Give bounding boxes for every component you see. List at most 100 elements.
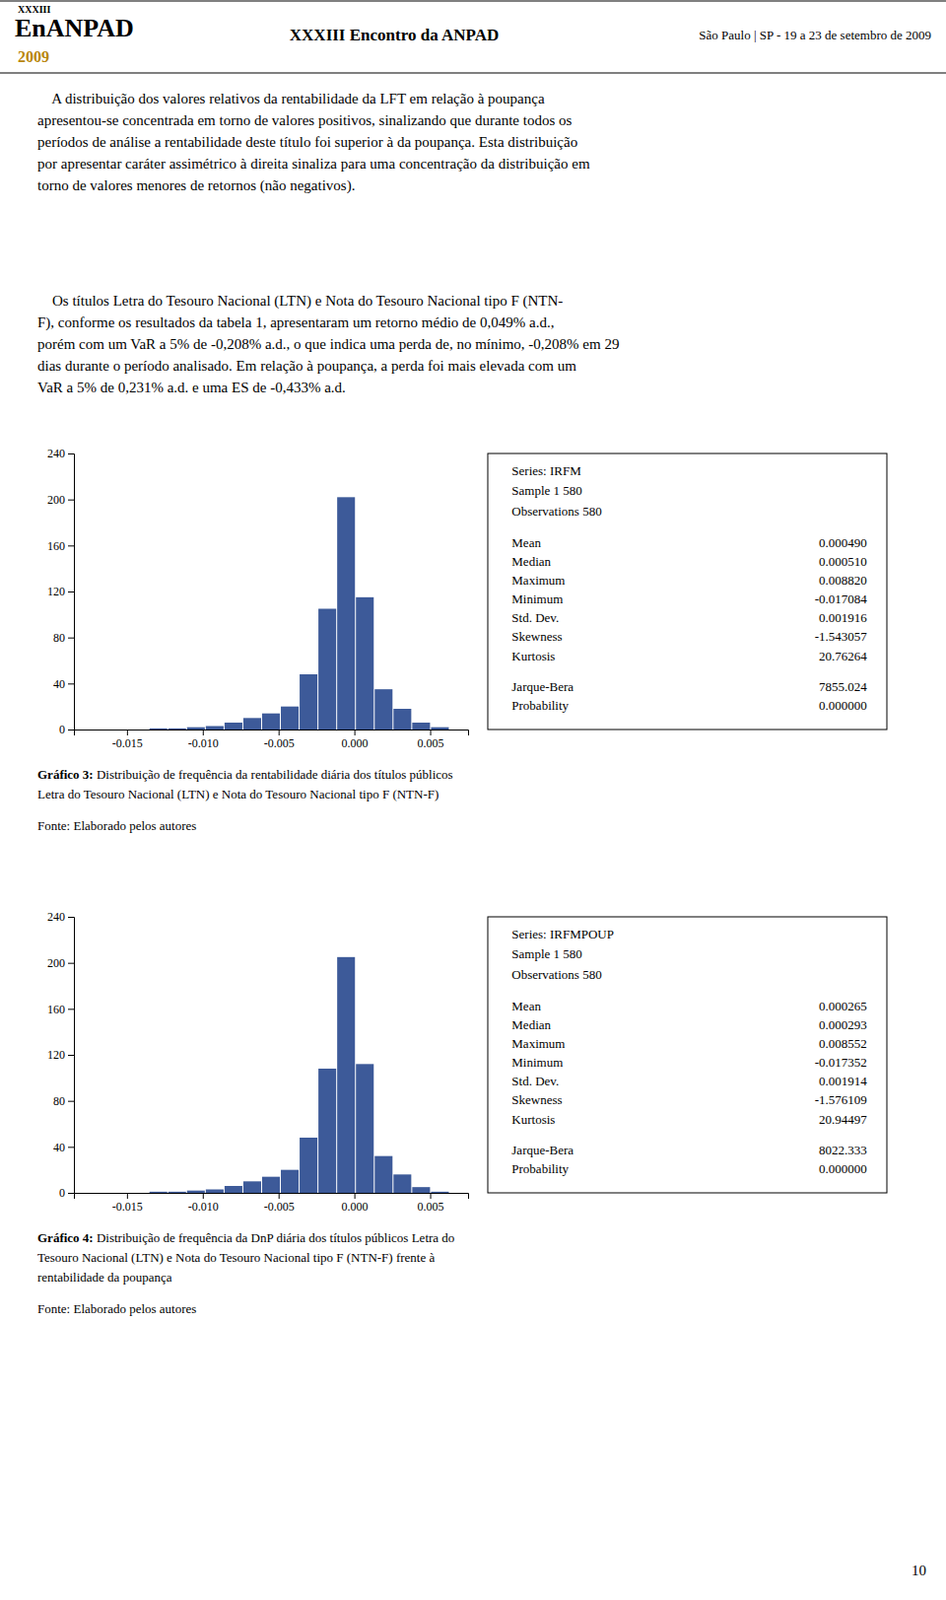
histogram-bar <box>337 956 355 1193</box>
x-tick: -0.010 <box>188 729 219 750</box>
x-tick: -0.005 <box>264 1192 295 1214</box>
header-bottom-rule <box>0 72 946 74</box>
histogram-bar <box>393 708 411 730</box>
y-tick: 80 <box>53 1093 74 1108</box>
histogram-bar <box>449 729 468 731</box>
paragraph-line: porém com um VaR a 5% de -0,208% a.d., o… <box>37 336 619 352</box>
x-tick-label: -0.010 <box>188 1199 219 1214</box>
header-title: XXXIII Encontro da ANPAD <box>289 25 499 45</box>
stats-value: 0.000293 <box>818 1016 868 1032</box>
histogram-bar <box>318 1068 337 1193</box>
histogram-bar <box>187 727 205 730</box>
caption: Gráfico 4: Distribuição de frequência da… <box>37 1229 455 1316</box>
histogram-bar <box>355 1063 374 1193</box>
y-tick-label: 80 <box>53 630 66 645</box>
y-tick-label: 40 <box>53 1140 66 1154</box>
stats-value: -1.543057 <box>814 628 869 644</box>
stats-label: Skewness <box>511 628 562 644</box>
histogram-bar <box>131 729 149 731</box>
x-tick: -0.015 <box>112 1192 143 1214</box>
caption-line: Gráfico 4: Distribuição de frequência da… <box>37 1229 455 1245</box>
histogram-bar <box>131 1192 149 1194</box>
page-number: 10 <box>911 1561 927 1578</box>
y-tick: 120 <box>47 584 74 599</box>
y-tick: 40 <box>53 676 74 691</box>
histogram-bar <box>393 1173 411 1193</box>
header-logo-text: EnANPAD <box>14 13 135 43</box>
x-tick-label: -0.005 <box>264 736 295 750</box>
y-tick: 80 <box>53 630 74 645</box>
source-note: Fonte: Elaborado pelos autores <box>37 817 197 833</box>
paragraph-line: torno de valores menores de retornos (nã… <box>37 177 355 195</box>
histogram-bar <box>318 608 337 731</box>
y-tick-label: 0 <box>59 1185 66 1200</box>
paragraph-line: períodos de análise a rentabilidade dest… <box>37 134 578 150</box>
histogram-chart: -0.015-0.010-0.0050.0000.005040801201602… <box>47 446 887 749</box>
histogram-bar <box>280 706 299 730</box>
caption-line: Gráfico 3: Distribuição de frequência da… <box>37 766 454 782</box>
y-tick: 240 <box>47 446 74 461</box>
histogram-bar <box>280 1169 299 1193</box>
x-tick: -0.005 <box>264 729 295 750</box>
caption-line: Letra do Tesouro Nacional (LTN) e Nota d… <box>37 786 439 802</box>
stats-value: 0.000000 <box>818 697 868 713</box>
x-tick-mark <box>354 729 356 736</box>
histogram-bar <box>224 1185 243 1193</box>
x-tick-label: 0.005 <box>417 1199 445 1214</box>
y-tick-label: 240 <box>47 909 66 924</box>
stats-value: 0.008820 <box>818 572 868 588</box>
x-tick: 0.000 <box>341 1192 369 1214</box>
stats-label: Median <box>511 553 551 569</box>
paragraph-line: por apresentar caráter assimétrico à dir… <box>37 155 591 172</box>
stats-label: Maximum <box>511 572 565 588</box>
x-tick-label: -0.015 <box>112 736 143 750</box>
histogram-bar <box>168 1191 187 1193</box>
x-tick-mark <box>202 729 204 736</box>
y-tick-label: 120 <box>47 584 66 599</box>
header-right-text: São Paulo | SP - 19 a 23 de setembro de … <box>698 27 932 43</box>
x-tick-label: -0.010 <box>188 736 219 750</box>
stats-value: 0.008552 <box>818 1035 868 1051</box>
paragraph-line: A distribuição dos valores relativos da … <box>37 90 545 107</box>
x-tick-mark <box>430 729 432 736</box>
histogram-bar <box>112 729 131 731</box>
bars <box>149 496 450 730</box>
y-tick: 160 <box>47 539 74 553</box>
header: XXXIIIEnANPAD2009XXXIII Encontro da ANPA… <box>0 0 946 73</box>
stats-header: Sample 1 580 <box>511 482 583 498</box>
caption-title: Gráfico 4: <box>37 1229 94 1245</box>
y-tick: 0 <box>59 722 74 737</box>
y-tick: 0 <box>59 1185 74 1200</box>
x-axis-line <box>74 1193 470 1200</box>
histogram-bar <box>243 1180 262 1193</box>
histogram-bar <box>168 728 187 730</box>
histogram-bar <box>374 688 393 730</box>
stats-value: -1.576109 <box>814 1091 868 1107</box>
stats-box: Series: IRFMPOUPSample 1 580Observations… <box>487 916 887 1193</box>
x-tick-mark <box>354 1192 356 1199</box>
stats-label: Maximum <box>511 1035 565 1051</box>
histogram-bar <box>205 1189 224 1194</box>
stats-value: 0.000510 <box>818 553 868 569</box>
stats-header: Observations 580 <box>511 503 602 519</box>
paragraph-line: F), conforme os resultados da tabela 1, … <box>37 314 554 332</box>
x-axis: -0.015-0.010-0.0050.0000.005 <box>74 729 470 750</box>
stats-label: Jarque-Bera <box>511 678 574 694</box>
y-tick-label: 0 <box>59 722 66 737</box>
stats-value: 0.001916 <box>818 609 868 625</box>
histogram-bar <box>112 1192 131 1194</box>
header-top-rule <box>0 0 946 2</box>
caption-line: rentabilidade da poupança <box>37 1269 173 1284</box>
stats-value: 8022.333 <box>818 1142 868 1157</box>
histogram-bar <box>299 1137 318 1193</box>
stats-value: 0.001914 <box>818 1073 868 1088</box>
histogram-bar <box>93 729 112 731</box>
y-tick-label: 40 <box>53 676 66 691</box>
histogram-bar <box>74 729 93 731</box>
histogram-bar <box>224 722 243 730</box>
x-tick: -0.015 <box>112 729 143 750</box>
caption: Gráfico 3: Distribuição de frequência da… <box>37 766 454 833</box>
paragraph-line: VaR a 5% de 0,231% a.d. e uma ES de -0,4… <box>37 379 346 396</box>
y-tick-label: 160 <box>47 539 66 553</box>
y-axis: 04080120160200240 <box>47 909 75 1200</box>
